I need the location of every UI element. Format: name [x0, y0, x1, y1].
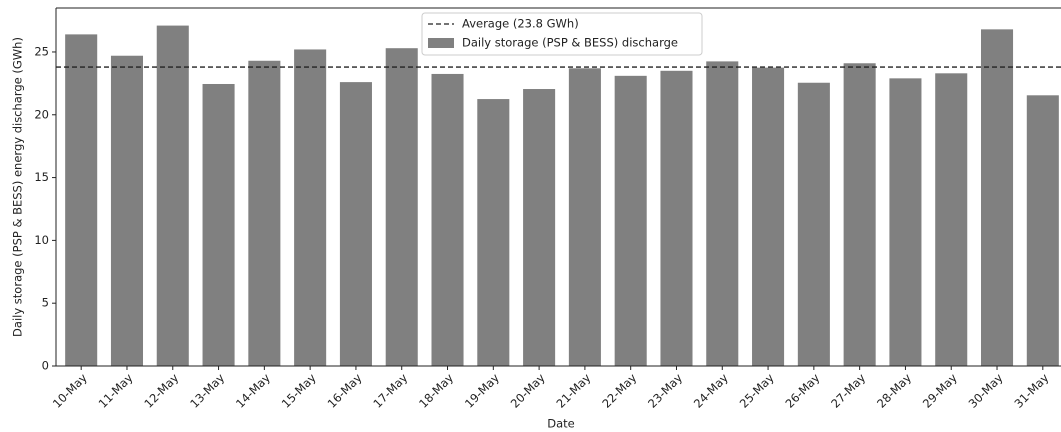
x-tick-label: 19-May [462, 371, 502, 411]
bar [568, 68, 601, 366]
x-tick-label: 21-May [553, 371, 593, 411]
x-tick-label: 22-May [599, 371, 639, 411]
x-tick-label: 23-May [645, 371, 685, 411]
x-tick-label: 12-May [141, 371, 181, 411]
y-tick-label: 0 [42, 359, 49, 373]
bar [339, 82, 372, 367]
x-axis-label: Date [547, 417, 575, 431]
bar [523, 89, 556, 366]
bar [477, 99, 510, 366]
x-tick-label: 28-May [874, 371, 914, 411]
bar [65, 34, 98, 367]
bar [935, 73, 968, 366]
x-tick-label: 24-May [691, 371, 731, 411]
axes-frame [55, 7, 1061, 367]
x-tick-label: 15-May [279, 371, 319, 411]
bar [110, 55, 144, 366]
x-tick-label: 30-May [966, 371, 1006, 411]
bar [614, 75, 647, 367]
x-tick-label: 27-May [828, 371, 868, 411]
bar [202, 83, 235, 366]
x-tick-label: 10-May [50, 371, 90, 411]
x-tick-label: 11-May [96, 371, 136, 411]
x-tick-label: 14-May [233, 371, 273, 411]
x-tick-label: 29-May [920, 371, 960, 411]
y-tick-label: 15 [34, 170, 49, 184]
x-tick-label: 16-May [325, 371, 365, 411]
bar [797, 82, 830, 366]
bar [706, 61, 739, 367]
x-tick-label: 13-May [187, 371, 227, 411]
x-tick-label: 20-May [508, 371, 548, 411]
bar [843, 63, 876, 367]
bar [1026, 95, 1059, 366]
x-tick-label: 31-May [1011, 371, 1051, 411]
x-tick-label: 18-May [416, 371, 456, 411]
legend-swatch [428, 38, 454, 48]
bar [431, 73, 464, 367]
x-tick-label: 26-May [782, 371, 822, 411]
bar [385, 48, 418, 366]
legend-label: Daily storage (PSP & BESS) discharge [462, 36, 678, 50]
x-tick-label: 25-May [737, 371, 777, 411]
y-tick-label: 5 [42, 296, 49, 310]
y-tick-label: 20 [34, 107, 49, 121]
bar [980, 29, 1014, 367]
bar [248, 60, 281, 366]
legend-label: Average (23.8 GWh) [462, 17, 579, 31]
x-tick-label: 17-May [370, 371, 410, 411]
y-axis-label: Daily storage (PSP & BESS) energy discha… [11, 37, 25, 337]
y-tick-label: 10 [34, 233, 49, 247]
legend: Average (23.8 GWh) Daily storage (PSP & B… [421, 12, 703, 56]
bar [660, 70, 693, 367]
bar [294, 49, 327, 366]
bar [156, 25, 189, 366]
legend-box [421, 12, 703, 56]
y-tick-label: 25 [34, 44, 49, 58]
bar [752, 67, 785, 367]
bar [889, 78, 922, 366]
